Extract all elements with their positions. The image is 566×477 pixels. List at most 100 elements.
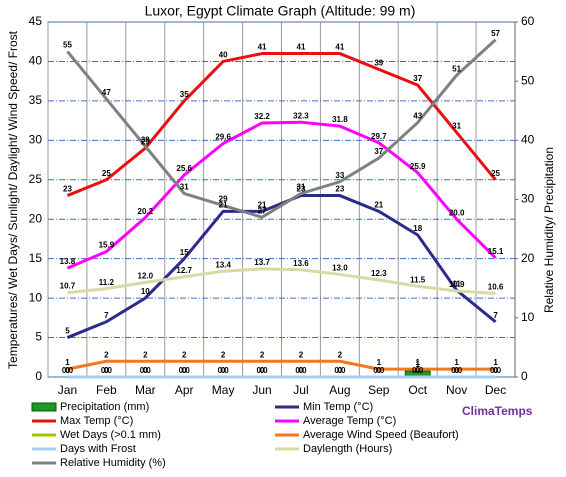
value-label: 0.0: [490, 366, 502, 375]
value-label: 0: [454, 366, 459, 375]
value-label: 0: [143, 366, 148, 375]
x-tick-label: Dec: [485, 383, 506, 397]
x-tick-label: Jan: [58, 383, 77, 397]
value-label: 0: [260, 366, 265, 375]
value-label: 0.0: [62, 366, 74, 375]
value-label: 12.3: [371, 269, 387, 278]
value-label: 7: [104, 311, 109, 320]
value-label: 0.0: [101, 366, 113, 375]
value-label: 27: [258, 206, 267, 215]
y2-tick-label: 10: [521, 310, 535, 324]
value-label: 29.7: [371, 132, 387, 141]
value-label: 25.6: [176, 164, 192, 173]
series-line: [66, 38, 497, 219]
value-label: 31: [180, 183, 189, 192]
value-label: 0: [377, 366, 382, 375]
legend-label: Days with Frost: [60, 443, 136, 455]
value-label: 15: [180, 248, 189, 257]
value-label: 25.9: [410, 162, 426, 171]
x-tick-label: Nov: [446, 383, 467, 397]
value-label: 0.0: [179, 366, 191, 375]
value-label: 0.0: [412, 366, 424, 375]
value-label: 25: [102, 169, 111, 178]
value-label: 31.8: [332, 115, 348, 124]
legend-label: Average Temp (°C): [303, 415, 396, 427]
y-tick-label: 25: [29, 172, 43, 186]
value-label: 47: [102, 88, 111, 97]
y2-tick-label: 0: [521, 369, 528, 383]
value-label: 10.9: [449, 280, 465, 289]
value-label: 37: [374, 147, 383, 156]
value-label: 0.0: [295, 366, 307, 375]
value-label: 0.0: [140, 366, 152, 375]
value-label: 12.0: [138, 271, 154, 280]
value-label: 10.7: [60, 282, 76, 291]
value-label: 15.9: [99, 241, 115, 250]
value-label: 0: [493, 366, 498, 375]
value-label: 21: [219, 200, 228, 209]
value-label: 51: [452, 64, 461, 73]
value-label: 0: [377, 366, 382, 375]
x-tick-label: Feb: [96, 383, 117, 397]
y-tick-label: 40: [29, 54, 43, 68]
value-label: 0: [299, 366, 304, 375]
series-line: [66, 194, 497, 339]
legend-label: Wet Days (>0.1 mm): [60, 429, 161, 441]
y2-tick-label: 40: [521, 133, 535, 147]
value-label: 0: [182, 366, 187, 375]
value-label: 23: [297, 185, 306, 194]
value-label: 0: [299, 366, 304, 375]
value-label: 0.0: [451, 366, 463, 375]
value-label: 2: [338, 350, 343, 359]
legend-label: Max Temp (°C): [60, 415, 133, 427]
value-label: 32.3: [293, 111, 309, 120]
value-label: 1: [377, 358, 382, 367]
y-tick-label: 5: [35, 330, 42, 344]
y-tick-label: 0: [35, 369, 42, 383]
value-label: 10.6: [488, 282, 504, 291]
x-tick-label: Oct: [408, 383, 427, 397]
value-label: 5: [65, 327, 70, 336]
value-label: 21: [258, 200, 267, 209]
value-label: 1: [454, 358, 459, 367]
value-label: 11.2: [99, 278, 115, 287]
value-label: 23: [335, 185, 344, 194]
value-label: 12.7: [176, 266, 192, 275]
value-label: 15.1: [488, 247, 504, 256]
value-label: 13.0: [332, 264, 348, 273]
value-label: 0: [104, 366, 109, 375]
value-label: 2: [260, 350, 265, 359]
value-label: 2: [299, 350, 304, 359]
value-label: 0: [182, 366, 187, 375]
value-label: 41: [297, 43, 306, 52]
value-label: 33: [335, 171, 344, 180]
value-label: 13.4: [215, 260, 231, 269]
value-label: 29.6: [215, 133, 231, 142]
value-label: 11.5: [410, 275, 426, 284]
value-label: 1: [65, 358, 70, 367]
value-label: 0.0: [218, 366, 230, 375]
value-label: 39: [141, 135, 150, 144]
value-label: 0: [415, 366, 420, 375]
value-label: 0: [260, 366, 265, 375]
value-label: 0: [65, 366, 70, 375]
value-label: 11: [452, 279, 461, 288]
value-label: 31: [452, 122, 461, 131]
value-label: 18: [413, 224, 422, 233]
value-label: 41: [258, 43, 267, 52]
x-tick-label: May: [212, 383, 235, 397]
y2-tick-label: 20: [521, 251, 535, 265]
value-label: 0: [143, 366, 148, 375]
value-label: 35: [180, 90, 189, 99]
value-label: 1: [415, 358, 420, 367]
value-label: 25: [491, 169, 500, 178]
value-label: 0: [493, 366, 498, 375]
legend-swatch: [31, 402, 57, 412]
y-tick-label: 45: [29, 14, 43, 28]
y-tick-label: 35: [29, 93, 43, 107]
value-label: 2: [143, 350, 148, 359]
x-tick-label: Aug: [329, 383, 350, 397]
legend-label: Average Wind Speed (Beaufort): [303, 429, 459, 441]
value-label: 13.7: [254, 258, 270, 267]
value-label: 55: [63, 41, 72, 50]
